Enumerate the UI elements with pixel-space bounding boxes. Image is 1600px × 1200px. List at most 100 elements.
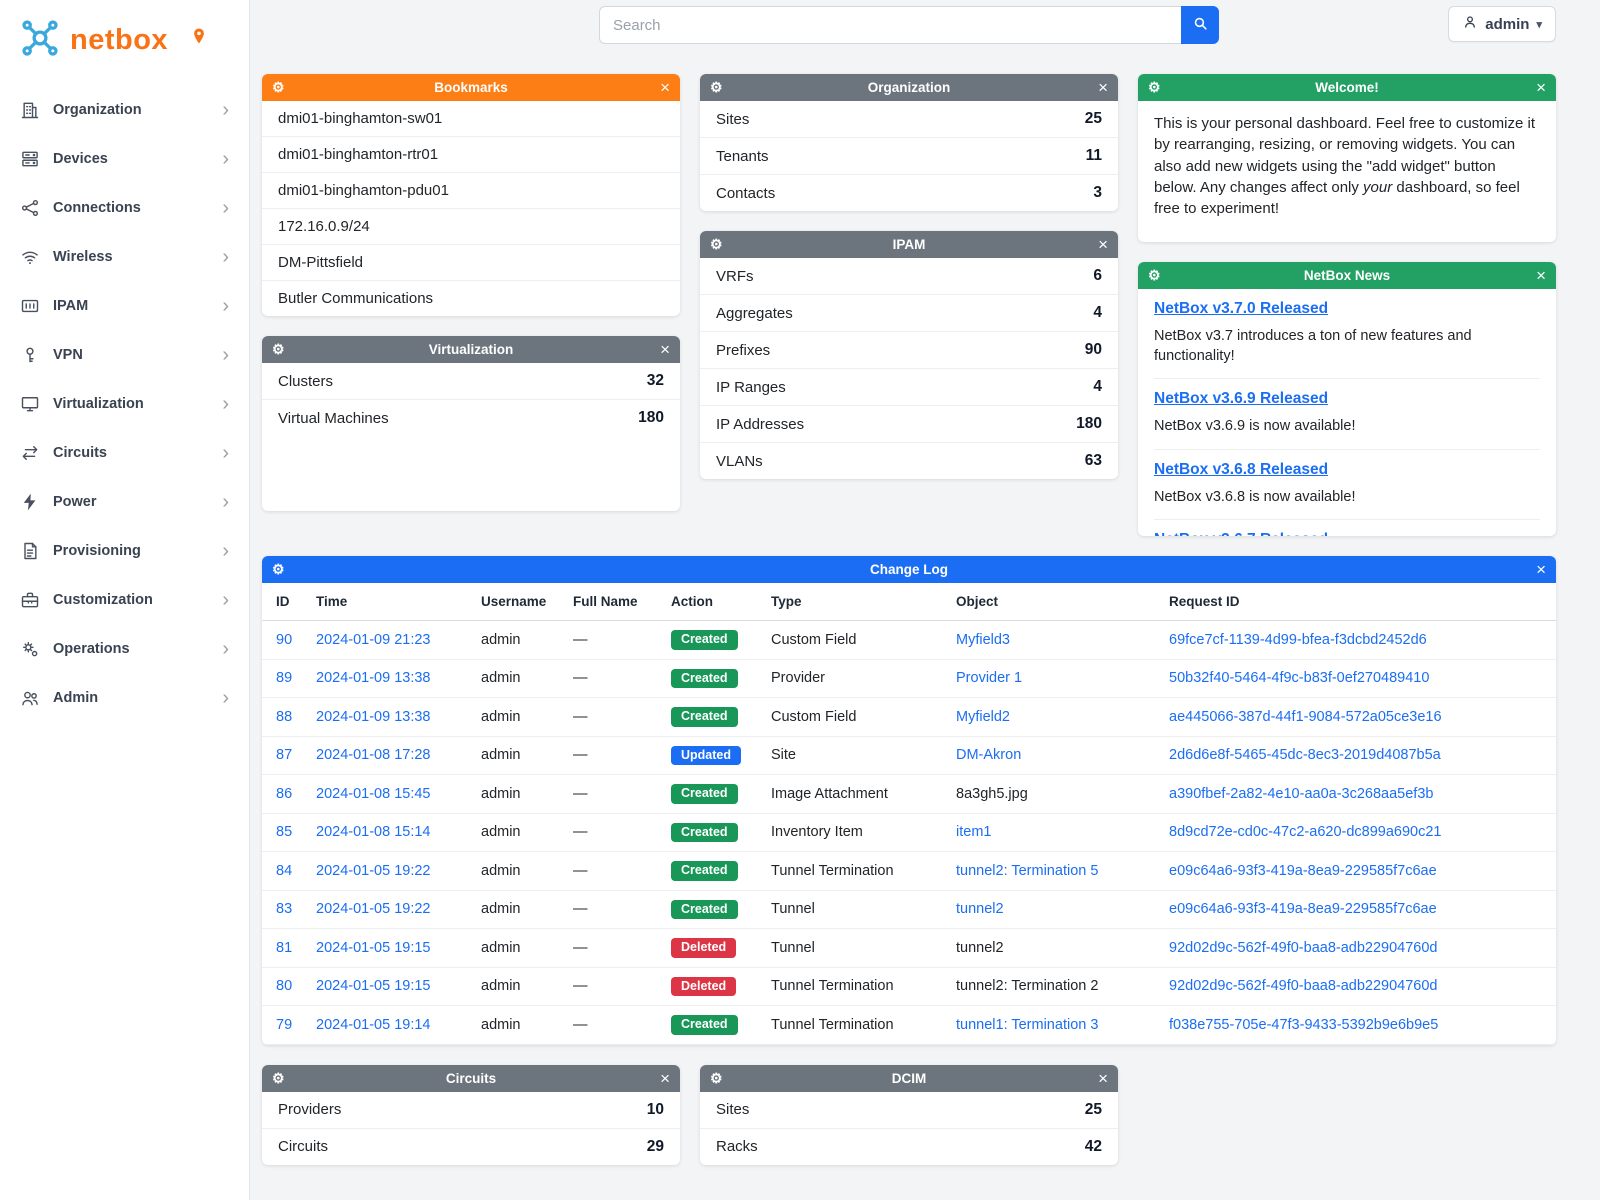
bookmark-item[interactable]: dmi01-binghamton-rtr01 (262, 137, 680, 173)
widget-close-icon[interactable]: × (1098, 78, 1108, 97)
stat-value[interactable]: 29 (646, 1137, 664, 1155)
changelog-object-link[interactable]: Myfield3 (956, 631, 1010, 648)
widget-close-icon[interactable]: × (660, 340, 670, 359)
sidebar-item-ipam[interactable]: IPAM › (0, 281, 249, 330)
changelog-id-link[interactable]: 86 (276, 785, 293, 802)
stat-value[interactable]: 10 (646, 1100, 664, 1118)
stat-value[interactable]: 6 (1093, 267, 1102, 284)
widget-close-icon[interactable]: × (1098, 1068, 1108, 1088)
search-input[interactable] (599, 6, 1181, 44)
sidebar-item-circuits[interactable]: Circuits › (0, 428, 249, 477)
changelog-time-link[interactable]: 2024-01-05 19:22 (316, 862, 431, 879)
sidebar-item-virtualization[interactable]: Virtualization › (0, 379, 249, 428)
changelog-request-id-link[interactable]: 50b32f40-5464-4f9c-b83f-0ef270489410 (1169, 670, 1430, 687)
stat-value[interactable]: 4 (1093, 378, 1102, 395)
changelog-time-link[interactable]: 2024-01-05 19:15 (316, 939, 431, 956)
news-link[interactable]: NetBox v3.6.9 Released (1154, 390, 1329, 408)
changelog-id-link[interactable]: 89 (276, 670, 293, 687)
stat-value[interactable]: 11 (1085, 147, 1102, 164)
changelog-id-link[interactable]: 87 (276, 747, 293, 764)
stat-value[interactable]: 25 (1084, 1100, 1102, 1118)
stat-value[interactable]: 180 (638, 409, 664, 426)
widget-settings-icon[interactable]: ⚙ (272, 79, 285, 95)
bookmark-item[interactable]: DM-Pittsfield (262, 245, 680, 281)
sidebar-item-operations[interactable]: Operations › (0, 624, 249, 673)
widget-settings-icon[interactable]: ⚙ (272, 561, 285, 577)
changelog-time-link[interactable]: 2024-01-08 15:45 (316, 785, 431, 802)
changelog-time-link[interactable]: 2024-01-08 17:28 (316, 747, 431, 764)
bookmark-item[interactable]: 172.16.0.9/24 (262, 209, 680, 245)
widget-close-icon[interactable]: × (1536, 78, 1546, 97)
widget-settings-icon[interactable]: ⚙ (710, 79, 723, 95)
changelog-time-link[interactable]: 2024-01-08 15:14 (316, 824, 431, 841)
changelog-object-link[interactable]: Provider 1 (956, 670, 1023, 687)
changelog-object-link[interactable]: tunnel1: Termination 3 (956, 1016, 1099, 1033)
widget-settings-icon[interactable]: ⚙ (710, 1069, 723, 1086)
sidebar-item-vpn[interactable]: VPN › (0, 330, 249, 379)
changelog-request-id-link[interactable]: 8d9cd72e-cd0c-47c2-a620-dc899a690c21 (1169, 824, 1442, 841)
changelog-request-id-link[interactable]: 69fce7cf-1139-4d99-bfea-f3dcbd2452d6 (1169, 631, 1427, 648)
user-menu-button[interactable]: admin ▾ (1448, 6, 1556, 42)
changelog-request-id-link[interactable]: a390fbef-2a82-4e10-aa0a-3c268aa5ef3b (1169, 785, 1434, 802)
widget-close-icon[interactable]: × (660, 78, 670, 97)
stat-value[interactable]: 180 (1076, 415, 1102, 432)
stat-value[interactable]: 32 (646, 372, 664, 389)
changelog-request-id-link[interactable]: 92d02d9c-562f-49f0-baa8-adb22904760d (1169, 939, 1438, 956)
widget-settings-icon[interactable]: ⚙ (1148, 79, 1161, 95)
changelog-request-id-link[interactable]: e09c64a6-93f3-419a-8ea9-229585f7c6ae (1169, 862, 1437, 879)
sidebar-item-organization[interactable]: Organization › (0, 85, 249, 134)
changelog-time-link[interactable]: 2024-01-05 19:22 (316, 901, 431, 918)
changelog-object-link[interactable]: tunnel2 (956, 901, 1004, 918)
changelog-id-link[interactable]: 81 (276, 939, 293, 956)
changelog-request-id-link[interactable]: e09c64a6-93f3-419a-8ea9-229585f7c6ae (1169, 901, 1437, 918)
sidebar-item-customization[interactable]: Customization › (0, 575, 249, 624)
stat-value[interactable]: 4 (1093, 304, 1102, 321)
changelog-time-link[interactable]: 2024-01-09 21:23 (316, 631, 431, 648)
widget-settings-icon[interactable]: ⚙ (272, 1069, 285, 1086)
stat-value[interactable]: 3 (1093, 184, 1102, 201)
changelog-id-link[interactable]: 80 (276, 978, 293, 995)
logo[interactable]: netbox (0, 0, 249, 79)
sidebar-item-admin[interactable]: Admin › (0, 673, 249, 722)
changelog-object-link[interactable]: tunnel2: Termination 5 (956, 862, 1099, 879)
widget-close-icon[interactable]: × (660, 1068, 670, 1088)
changelog-id-link[interactable]: 85 (276, 824, 293, 841)
widget-close-icon[interactable]: × (1098, 235, 1108, 254)
search-button[interactable] (1181, 6, 1219, 44)
changelog-time-link[interactable]: 2024-01-09 13:38 (316, 670, 431, 687)
changelog-object-link[interactable]: item1 (956, 824, 992, 841)
changelog-request-id-link[interactable]: 2d6d6e8f-5465-45dc-8ec3-2019d4087b5a (1169, 747, 1441, 764)
widget-settings-icon[interactable]: ⚙ (710, 236, 723, 252)
sidebar-item-wireless[interactable]: Wireless › (0, 232, 249, 281)
news-link[interactable]: NetBox v3.7.0 Released (1154, 300, 1329, 317)
changelog-id-link[interactable]: 90 (276, 631, 293, 648)
sidebar-item-devices[interactable]: Devices › (0, 134, 249, 183)
sidebar-item-provisioning[interactable]: Provisioning › (0, 526, 249, 575)
widget-settings-icon[interactable]: ⚙ (1148, 267, 1161, 283)
changelog-request-id-link[interactable]: f038e755-705e-47f3-9433-5392b9e6b9e5 (1169, 1016, 1439, 1033)
bookmark-item[interactable]: dmi01-binghamton-pdu01 (262, 173, 680, 209)
sidebar-item-power[interactable]: Power › (0, 477, 249, 526)
changelog-id-link[interactable]: 83 (276, 901, 293, 918)
widget-close-icon[interactable]: × (1536, 266, 1546, 285)
stat-value[interactable]: 42 (1084, 1137, 1102, 1155)
widget-settings-icon[interactable]: ⚙ (272, 341, 285, 357)
changelog-id-link[interactable]: 79 (276, 1016, 293, 1033)
widget-close-icon[interactable]: × (1536, 560, 1546, 579)
news-link[interactable]: NetBox v3.6.8 Released (1154, 460, 1329, 478)
changelog-object-link[interactable]: Myfield2 (956, 708, 1010, 725)
changelog-request-id-link[interactable]: 92d02d9c-562f-49f0-baa8-adb22904760d (1169, 978, 1438, 995)
changelog-id-link[interactable]: 88 (276, 708, 293, 725)
news-link[interactable]: NetBox v3.6.7 Released (1154, 531, 1328, 536)
changelog-time-link[interactable]: 2024-01-05 19:15 (316, 978, 431, 995)
bookmark-item[interactable]: dmi01-binghamton-sw01 (262, 101, 680, 137)
pin-icon[interactable] (176, 28, 208, 50)
changelog-id-link[interactable]: 84 (276, 862, 293, 879)
bookmark-item[interactable]: Butler Communications (278, 290, 434, 307)
stat-value[interactable]: 90 (1084, 341, 1102, 358)
changelog-object-link[interactable]: DM-Akron (956, 747, 1022, 764)
changelog-time-link[interactable]: 2024-01-09 13:38 (316, 708, 431, 725)
changelog-time-link[interactable]: 2024-01-05 19:14 (316, 1016, 431, 1033)
stat-value[interactable]: 25 (1084, 110, 1102, 127)
stat-value[interactable]: 63 (1084, 452, 1102, 469)
